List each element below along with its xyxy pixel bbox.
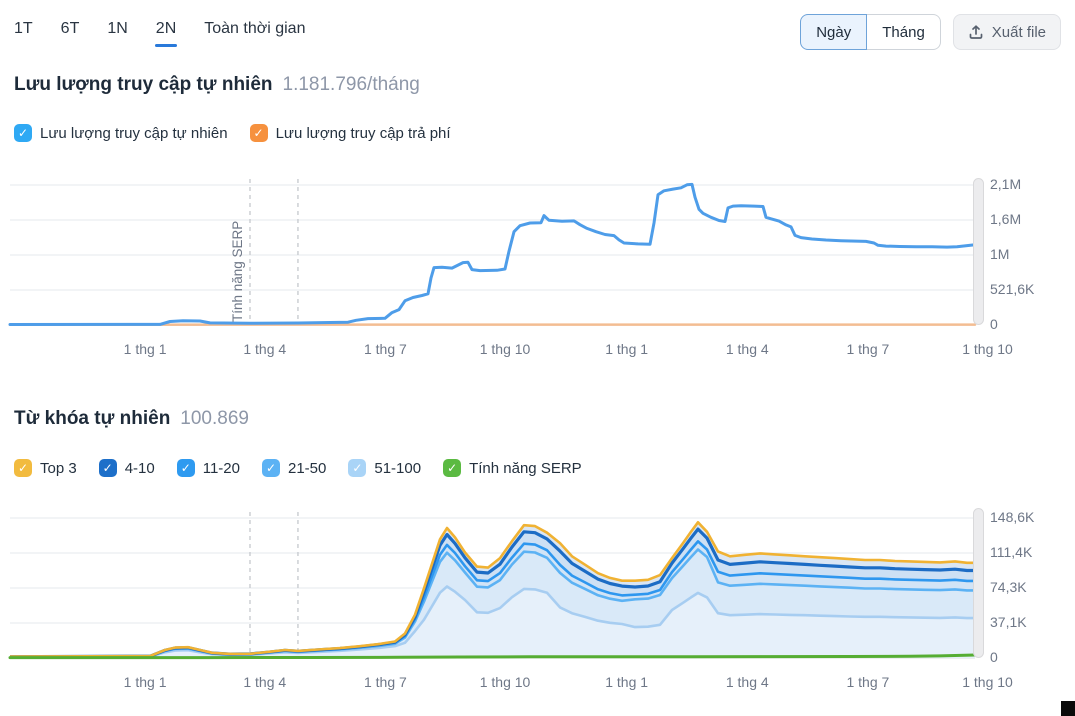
legend-item-lưu-lượng-truy-cập-tự-nhiên[interactable]: ✓ Lưu lượng truy cập tự nhiên [14,124,228,142]
traffic-chart [8,178,977,326]
topbar-right: Ngày Tháng Xuất file [800,14,1061,50]
range-tab-6t[interactable]: 6T [60,20,80,37]
y-axis-tick: 37,1K [990,614,1027,630]
range-tab-2n[interactable]: 2N [154,20,178,47]
keywords-chart [8,508,977,660]
x-axis-tick: 1 thg 7 [846,674,890,690]
range-tab-1n[interactable]: 1N [107,20,128,37]
traffic-section-header: Lưu lượng truy cập tự nhiên 1.181.796/th… [14,74,420,96]
legend-label: 4-10 [124,459,155,477]
legend-item-21-50[interactable]: ✓ 21-50 [262,459,326,477]
export-button-label: Xuất file [991,23,1046,41]
legend-label: Tính năng SERP [469,459,582,477]
checkbox-icon[interactable]: ✓ [98,459,117,477]
legend-label: 51-100 [374,459,422,477]
corner-overlay [1061,701,1075,716]
x-axis-tick: 1 thg 7 [846,341,890,357]
y-axis-tick: 521,6K [990,281,1035,297]
checkbox-icon[interactable]: ✓ [14,459,32,477]
x-axis-tick: 1 thg 1 [123,341,167,357]
x-axis-tick: 1 thg 1 [605,341,649,357]
keywords-value: 100.869 [180,408,249,429]
legend-label: Lưu lượng truy cập trả phí [275,124,451,142]
legend-item-11-20[interactable]: ✓ 11-20 [176,459,240,477]
x-axis-tick: 1 thg 7 [363,341,407,357]
y-axis-tick: 148,6K [990,509,1035,525]
checkbox-icon[interactable]: ✓ [14,124,32,142]
checkbox-icon[interactable]: ✓ [262,459,280,477]
y-axis-tick: 74,3K [990,579,1027,595]
x-axis-tick: 1 thg 4 [243,674,287,690]
legend-label: 21-50 [288,459,327,477]
view-toggle-tháng[interactable]: Tháng [867,14,941,50]
x-axis-tick: 1 thg 7 [363,674,407,690]
traffic-title: Lưu lượng truy cập tự nhiên [14,74,273,95]
x-axis-tick: 1 thg 4 [243,341,287,357]
keywords-legend: ✓ Top 3 ✓ 4-10 ✓ 11-20 ✓ 21-50 ✓ 51-100 ✓ Tính năng… [14,459,582,477]
y-axis-tick: 0 [990,316,998,332]
checkbox-icon[interactable]: ✓ [443,459,462,477]
range-tab-toàn-thời-gian[interactable]: Toàn thời gian [204,20,306,37]
view-toggle-ngày[interactable]: Ngày [800,14,868,50]
legend-item-4-10[interactable]: ✓ 4-10 [98,459,155,477]
x-axis-tick: 1 thg 10 [962,341,1013,357]
keywords-section-header: Từ khóa tự nhiên 100.869 [14,408,249,430]
legend-label: 11-20 [202,459,240,477]
traffic-chart-drag-handle[interactable] [973,178,984,325]
x-axis-tick: 1 thg 1 [123,674,167,690]
legend-item-tính-năng-serp[interactable]: ✓ Tính năng SERP [443,459,582,477]
legend-label: Lưu lượng truy cập tự nhiên [40,124,228,142]
legend-item-51-100[interactable]: ✓ 51-100 [348,459,421,477]
legend-label: Top 3 [40,459,77,477]
y-axis-tick: 1,6M [990,211,1022,227]
y-axis-tick: 2,1M [990,176,1022,192]
checkbox-icon[interactable]: ✓ [348,459,367,477]
traffic-legend: ✓ Lưu lượng truy cập tự nhiên ✓ Lưu lượng t… [14,124,451,142]
y-axis-tick: 1M [990,246,1010,262]
y-axis-tick: 0 [990,649,998,665]
serp-feature-annotation: Tính năng SERP [230,220,245,322]
checkbox-icon[interactable]: ✓ [176,459,195,477]
range-tab-1t[interactable]: 1T [14,20,33,37]
keywords-title: Từ khóa tự nhiên [14,408,171,429]
x-axis-tick: 1 thg 4 [725,341,769,357]
date-range-tabs: 1T 6T 1N 2N Toàn thời gian [14,20,306,47]
checkbox-icon[interactable]: ✓ [249,124,268,142]
x-axis-tick: 1 thg 1 [605,674,649,690]
legend-item-lưu-lượng-truy-cập-trả-phí[interactable]: ✓ Lưu lượng truy cập trả phí [249,124,451,142]
y-axis-tick: 111,4K [990,544,1033,560]
traffic-value: 1.181.796/tháng [282,74,420,95]
view-toggle: Ngày Tháng [800,14,941,50]
x-axis-tick: 1 thg 4 [725,674,769,690]
legend-item-top-3[interactable]: ✓ Top 3 [14,459,77,477]
x-axis-tick: 1 thg 10 [962,674,1013,690]
x-axis-tick: 1 thg 10 [479,341,531,357]
keywords-chart-drag-handle[interactable] [973,508,984,658]
upload-icon [968,24,984,40]
x-axis-tick: 1 thg 10 [479,674,531,690]
export-button[interactable]: Xuất file [952,14,1061,50]
